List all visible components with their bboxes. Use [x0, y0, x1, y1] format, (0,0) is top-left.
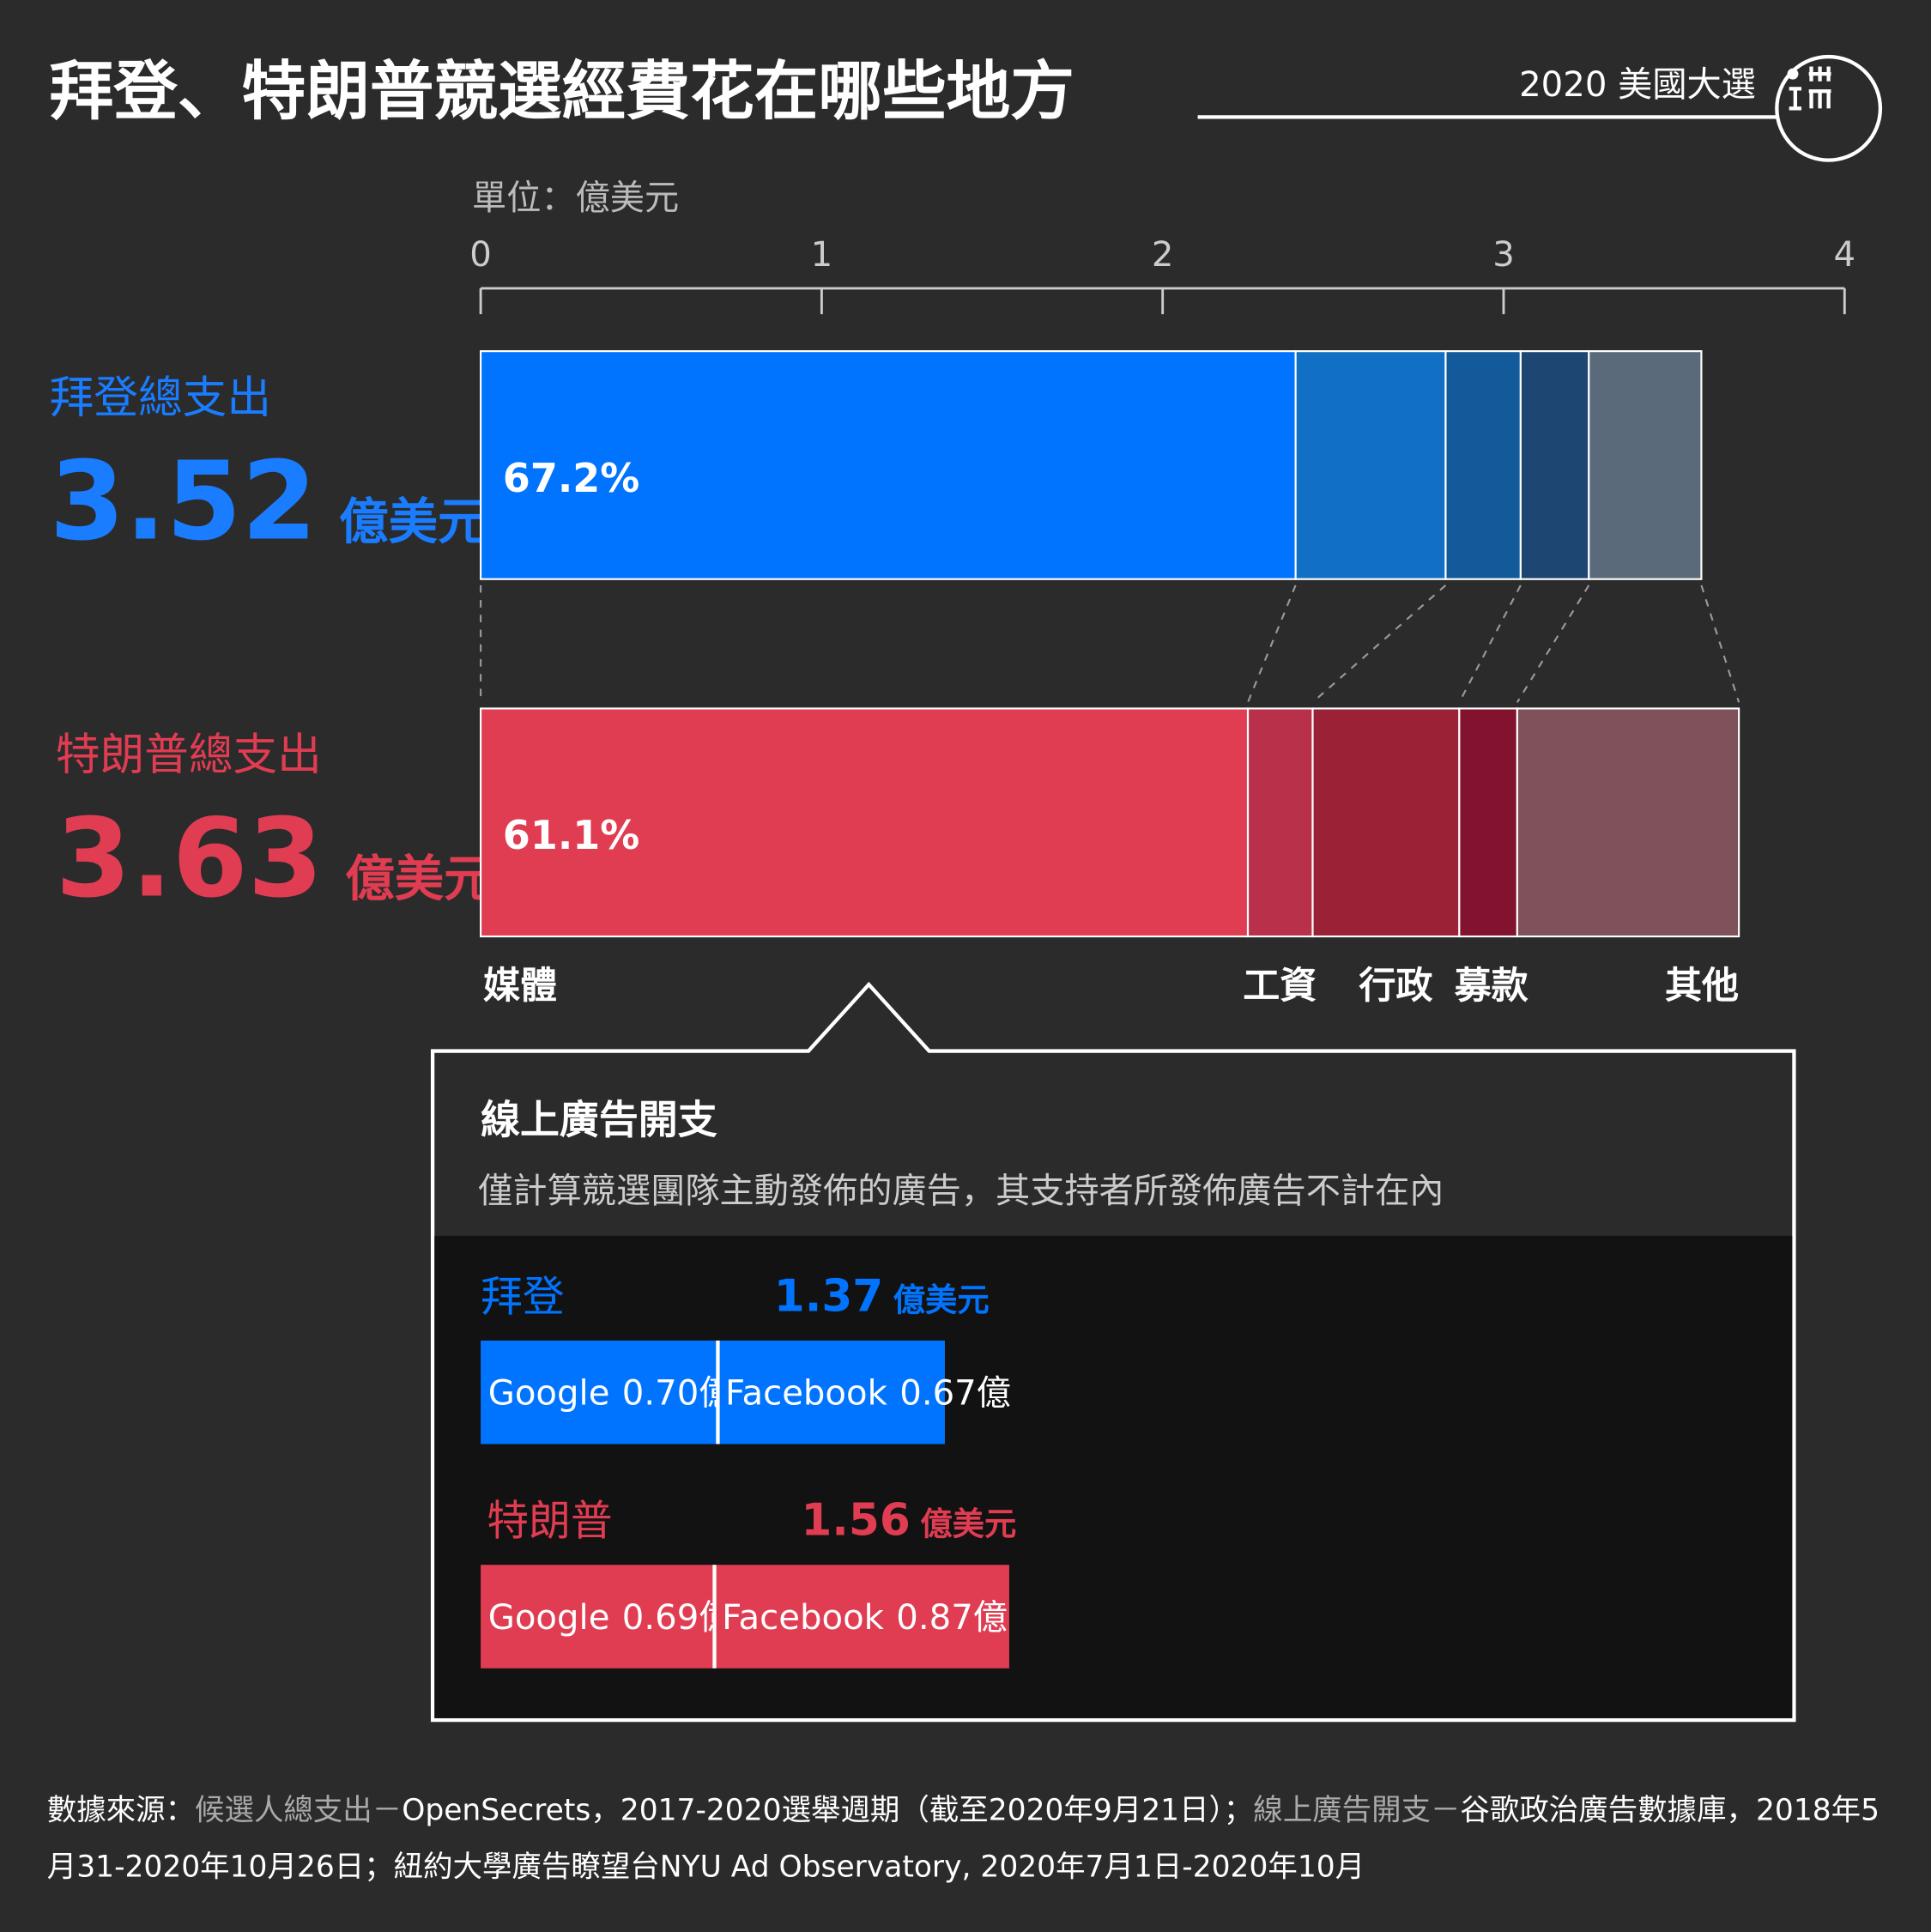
- connector: [1700, 584, 1740, 703]
- connector: [1458, 584, 1522, 703]
- ads-total: 1.37 億美元: [774, 1270, 990, 1322]
- tag: 2020 美國大選: [1519, 65, 1756, 105]
- ads-label: Facebook 0.87億: [722, 1598, 1008, 1638]
- source-part: 候選人總支出－: [195, 1792, 403, 1827]
- bar-segment: [480, 350, 1297, 580]
- share-label: 61.1%: [503, 812, 639, 858]
- x-tick-label: 3: [1492, 235, 1515, 275]
- ads-total-number: 1.37: [774, 1270, 884, 1322]
- ads-value-label: 0.67億: [899, 1374, 1011, 1414]
- total-number: 3.52: [50, 438, 318, 564]
- x-tick-label: 0: [469, 235, 492, 275]
- source-part: 數據來源：: [46, 1792, 196, 1827]
- bar-segment: [1458, 707, 1518, 938]
- bar-segment: [480, 707, 1250, 938]
- segment-name: 其他: [1665, 965, 1739, 1008]
- ads-value-label: 0.87億: [896, 1598, 1008, 1638]
- total-value: 3.52 億美元: [50, 438, 487, 564]
- segment-name: 媒體: [483, 965, 557, 1008]
- segment-name: 行政: [1359, 965, 1432, 1008]
- ads-label: Facebook 0.67億: [725, 1374, 1011, 1414]
- source-part: 線上廣告開支－: [1253, 1792, 1461, 1827]
- ads-platform: Facebook: [725, 1374, 888, 1414]
- x-tick-label: 2: [1152, 235, 1174, 275]
- total-unit: 億美元: [339, 493, 487, 550]
- unit-label: 單位：億美元: [472, 179, 679, 218]
- ads-segment: [717, 1340, 945, 1444]
- ads-platform: Facebook: [722, 1598, 885, 1638]
- title: 拜登、特朗普競選經費花在哪些地方: [50, 54, 1074, 129]
- total-value: 3.63 億美元: [56, 796, 493, 922]
- source-text: 數據來源：候選人總支出－OpenSecrets，2017-2020選舉週期（截至…: [47, 1782, 1883, 1895]
- ads-platform: Google: [488, 1598, 610, 1638]
- ads-total-unit: 億美元: [920, 1505, 1016, 1543]
- ads-segment: [481, 1565, 715, 1669]
- total-number: 3.63: [56, 796, 324, 922]
- source-part: 谷歌政治廣告數據庫，2018年5月31-2020年10月26日；紐約大學廣告瞭望…: [46, 1792, 1880, 1885]
- bar-segment: [1246, 707, 1314, 938]
- total-unit: 億美元: [345, 851, 493, 908]
- x-tick-label: 1: [811, 235, 833, 275]
- ads-segment: [714, 1565, 1009, 1669]
- ads-segment: [481, 1340, 718, 1444]
- ads-value-label: 0.70億: [622, 1374, 734, 1414]
- ads-total-number: 1.56: [801, 1495, 910, 1547]
- candidate-name: 特朗普: [487, 1497, 612, 1546]
- ads-label: Google 0.70億: [488, 1374, 734, 1414]
- share-label: 67.2%: [503, 455, 639, 501]
- x-tick-label: 4: [1834, 235, 1856, 275]
- segment-name: 工資: [1243, 965, 1317, 1008]
- bar-segment: [1311, 707, 1461, 938]
- bar-segment: [1588, 350, 1703, 580]
- bar-segment: [1294, 350, 1447, 580]
- ads-total: 1.56 億美元: [801, 1495, 1016, 1547]
- category-label: 特朗普總支出: [56, 730, 322, 781]
- category-label: 拜登總支出: [50, 372, 271, 424]
- bar-segment: [1516, 707, 1740, 938]
- bar-segment: [1519, 350, 1590, 580]
- source: 數據來源：候選人總支出－OpenSecrets，2017-2020選舉週期（截至…: [47, 1782, 1883, 1895]
- ads-platform: Google: [488, 1374, 610, 1414]
- bar-segment: [1444, 350, 1522, 580]
- panel-title: 線上廣告開支: [481, 1097, 717, 1143]
- segment-name: 募款: [1454, 965, 1528, 1008]
- panel-subtitle: 僅計算競選團隊主動發佈的廣告，其支持者所發佈廣告不計在內: [478, 1172, 1444, 1211]
- connector: [1247, 584, 1297, 703]
- ads-total-unit: 億美元: [893, 1281, 990, 1318]
- candidate-name: 拜登: [481, 1272, 565, 1321]
- logo: [1775, 54, 1883, 162]
- source-part: OpenSecrets，2017-2020選舉週期（截至2020年9月21日）；: [402, 1792, 1254, 1827]
